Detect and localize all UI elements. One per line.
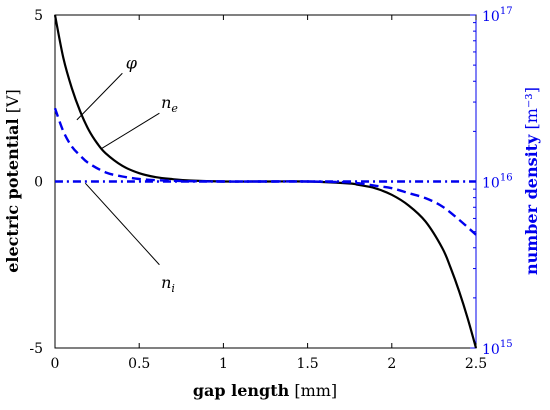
y-right-tick-label: 1017	[482, 6, 513, 25]
y-left-tick-label: -5	[29, 341, 43, 357]
annotation-ni-leader	[84, 182, 160, 266]
series-ne-line	[53, 107, 477, 236]
annotation-ni-label: ni	[161, 273, 175, 295]
annotation-ne-label: ne	[161, 93, 178, 115]
y-left-tick-label: 5	[34, 8, 43, 24]
x-tick-label: 0.5	[128, 356, 150, 372]
y-axis-left-label: electric potential [V]	[3, 89, 22, 273]
y-left-tick-label: 0	[34, 175, 43, 191]
y-right-tick-label: 1015	[482, 339, 513, 358]
annotation-phi-leader	[76, 72, 123, 121]
x-tick-label: 2.5	[465, 356, 487, 372]
x-tick-label: 0	[51, 356, 60, 372]
y-axis-right-label: number density [m⁻³]	[522, 87, 541, 275]
x-tick-label: 1	[219, 356, 228, 372]
x-tick-label: 2	[387, 356, 396, 372]
x-tick-label: 1.5	[296, 356, 318, 372]
annotation-ne-leader	[101, 112, 160, 149]
x-axis-label: gap length [mm]	[193, 381, 337, 400]
annotation-phi-label: φ	[126, 53, 138, 72]
y-right-tick-label: 1016	[482, 173, 513, 192]
